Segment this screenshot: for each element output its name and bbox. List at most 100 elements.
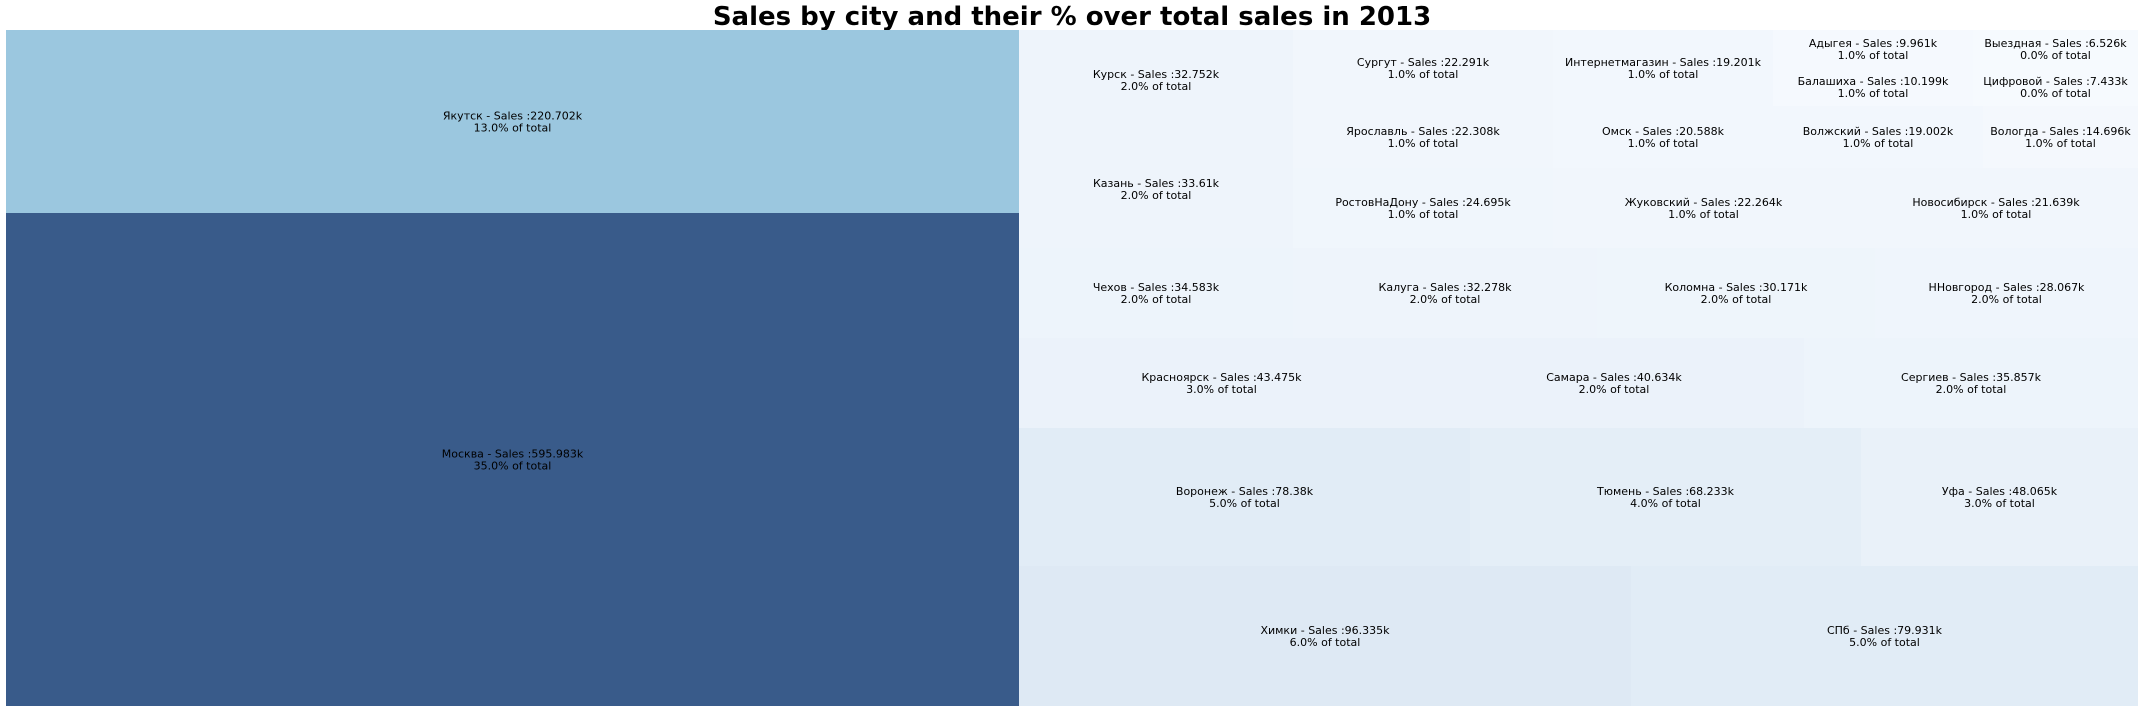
treemap-rect	[1973, 68, 2138, 106]
tile-percent: 2.0% of total	[1971, 293, 2042, 306]
treemap-rect	[1861, 428, 2138, 566]
tile-label: Тюмень - Sales :68.233k	[1596, 485, 1735, 498]
treemap-rect	[1470, 428, 1861, 566]
tile-percent: 2.0% of total	[1701, 293, 1772, 306]
treemap-rect	[1773, 68, 1973, 106]
tile-percent: 1.0% of total	[1838, 49, 1909, 62]
treemap-rect	[6, 213, 1019, 706]
treemap-rect	[1631, 566, 2138, 706]
tile-label: Самара - Sales :40.634k	[1546, 371, 1682, 384]
treemap-rect	[1773, 106, 1983, 168]
treemap-rect	[1424, 338, 1804, 428]
tile-label: Адыгея - Sales :9.961k	[1809, 37, 1938, 50]
treemap-rect	[6, 30, 1019, 213]
treemap-rect	[1854, 168, 2138, 248]
tile-percent: 13.0% of total	[474, 122, 552, 135]
treemap-rect	[1553, 168, 1854, 248]
tile-percent: 1.0% of total	[1388, 208, 1459, 221]
treemap-rect	[1019, 428, 1470, 566]
tile-label: Коломна - Sales :30.171k	[1665, 281, 1808, 294]
tile-percent: 35.0% of total	[474, 460, 552, 473]
tile-label: Химки - Sales :96.335k	[1260, 624, 1390, 637]
treemap-rect	[1875, 248, 2138, 338]
treemap-rect	[1019, 130, 1293, 248]
tile-label: Жуковский - Sales :22.264k	[1625, 196, 1783, 209]
tile-percent: 0.0% of total	[2020, 87, 2091, 100]
tile-label: Чехов - Sales :34.583k	[1093, 281, 1220, 294]
tile-label: Балашиха - Sales :10.199k	[1798, 75, 1949, 88]
tile-percent: 5.0% of total	[1209, 497, 1280, 510]
tile-percent: 1.0% of total	[1628, 68, 1699, 81]
treemap-rect	[1293, 168, 1553, 248]
tile-percent: 1.0% of total	[1388, 137, 1459, 150]
treemap-rect	[1019, 338, 1424, 428]
tile-percent: 1.0% of total	[1843, 137, 1914, 150]
tile-percent: 2.0% of total	[1121, 189, 1192, 202]
tile-percent: 2.0% of total	[1121, 80, 1192, 93]
tile-percent: 3.0% of total	[1964, 497, 2035, 510]
tile-label: Красноярск - Sales :43.475k	[1141, 371, 1302, 384]
treemap-rect	[1804, 338, 2138, 428]
tile-label: Вологда - Sales :14.696k	[1990, 125, 2131, 138]
tile-percent: 0.0% of total	[2020, 49, 2091, 62]
tile-label: СПб - Sales :79.931k	[1827, 624, 1943, 637]
chart-title: Sales by city and their % over total sal…	[712, 2, 1432, 32]
tile-label: Воронеж - Sales :78.38k	[1176, 485, 1314, 498]
treemap-rect	[1293, 30, 1553, 106]
tile-label: Омск - Sales :20.588k	[1602, 125, 1725, 138]
tile-percent: 5.0% of total	[1849, 636, 1920, 649]
tile-percent: 3.0% of total	[1186, 383, 1257, 396]
treemap-rect	[1293, 106, 1553, 168]
tile-percent: 1.0% of total	[2025, 137, 2096, 150]
tile-label: Калуга - Sales :32.278k	[1379, 281, 1513, 294]
treemap-rect	[1773, 30, 1973, 68]
tile-label: Ярославль - Sales :22.308k	[1346, 125, 1500, 138]
treemap-rect	[1019, 566, 1631, 706]
tile-percent: 4.0% of total	[1630, 497, 1701, 510]
tile-percent: 6.0% of total	[1290, 636, 1361, 649]
tile-label: ННовгород - Sales :28.067k	[1929, 281, 2086, 294]
tile-label: Якутск - Sales :220.702k	[443, 110, 583, 123]
tile-percent: 2.0% of total	[1936, 383, 2007, 396]
treemap-rect	[1553, 106, 1773, 168]
tile-label: РостовНаДону - Sales :24.695k	[1335, 196, 1511, 209]
treemap-rect	[1293, 248, 1597, 338]
tile-percent: 2.0% of total	[1121, 293, 1192, 306]
treemap-rect	[1019, 30, 1293, 130]
tile-label: Интернетмагазин - Sales :19.201k	[1565, 56, 1762, 69]
tile-label: Казань - Sales :33.61k	[1093, 177, 1220, 190]
tile-label: Выездная - Sales :6.526k	[1984, 37, 2127, 50]
tile-percent: 1.0% of total	[1628, 137, 1699, 150]
tile-percent: 1.0% of total	[1668, 208, 1739, 221]
treemap-rect	[1983, 106, 2138, 168]
treemap-rect	[1019, 248, 1293, 338]
tile-label: Уфа - Sales :48.065k	[1942, 485, 2058, 498]
tile-label: Сергиев - Sales :35.857k	[1901, 371, 2042, 384]
tile-percent: 2.0% of total	[1579, 383, 1650, 396]
